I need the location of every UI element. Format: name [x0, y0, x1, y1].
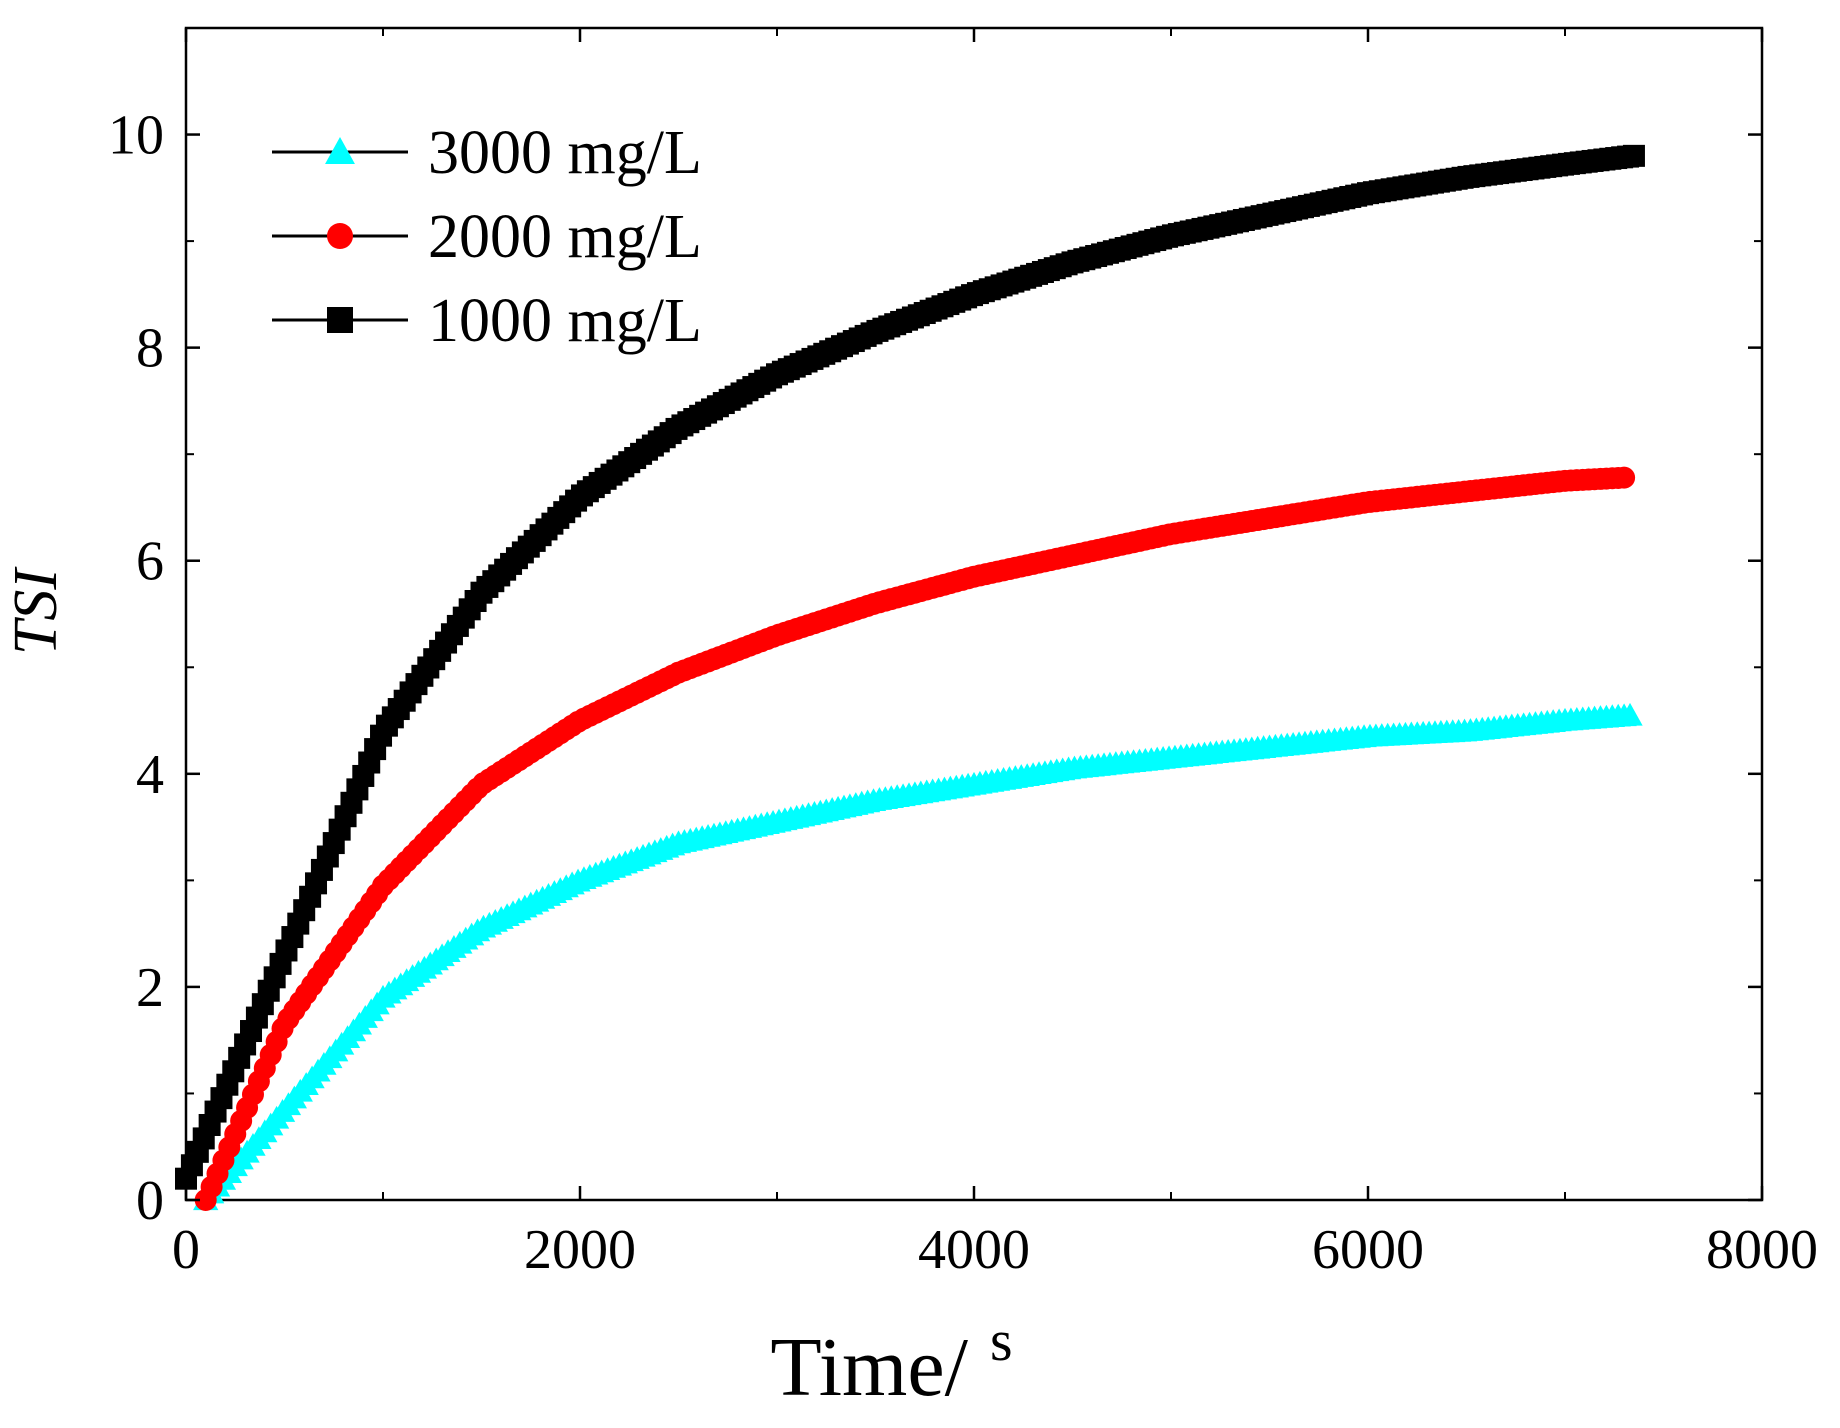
x-tick-label: 8000	[1706, 1219, 1818, 1281]
legend-marker	[327, 307, 353, 333]
y-tick-label: 6	[136, 531, 164, 593]
x-tick-label: 6000	[1312, 1219, 1424, 1281]
y-tick-label: 4	[136, 744, 164, 806]
plot-frame	[184, 26, 1764, 1202]
data-point	[1617, 702, 1643, 726]
legend-label: 2000 mg/L	[428, 203, 702, 271]
x-axis-title: Time/	[770, 1321, 968, 1414]
y-tick-label: 0	[136, 1170, 164, 1232]
legend-item: 2000 mg/L	[272, 203, 702, 271]
series-square	[175, 144, 1645, 1190]
x-tick-label: 2000	[524, 1219, 636, 1281]
y-tick-label: 2	[136, 957, 164, 1019]
legend-label: 1000 mg/L	[428, 287, 702, 355]
series-triangle	[193, 702, 1643, 1211]
legend-marker	[325, 137, 355, 164]
legend-item: 1000 mg/L	[272, 287, 702, 355]
x-tick-label: 0	[172, 1219, 200, 1281]
series-layer	[175, 144, 1645, 1211]
data-point	[1613, 466, 1636, 489]
legend-item: 3000 mg/L	[272, 119, 702, 187]
y-tick-label: 10	[108, 105, 164, 167]
series-circle	[194, 466, 1636, 1211]
legend-marker	[327, 223, 353, 249]
legend: 3000 mg/L 2000 mg/L 1000 mg/L	[272, 119, 702, 355]
ticks-layer: 0 2000 4000 6000 8000 0 2 4 6 8 10	[108, 28, 1818, 1281]
y-axis-title: TSI	[2, 566, 70, 655]
x-axis-unit: s	[990, 1308, 1013, 1373]
x-tick-label: 4000	[918, 1219, 1030, 1281]
legend-label: 3000 mg/L	[428, 119, 702, 187]
plot-border	[184, 26, 1764, 1202]
y-tick-label: 8	[136, 318, 164, 380]
data-point	[1622, 144, 1645, 167]
